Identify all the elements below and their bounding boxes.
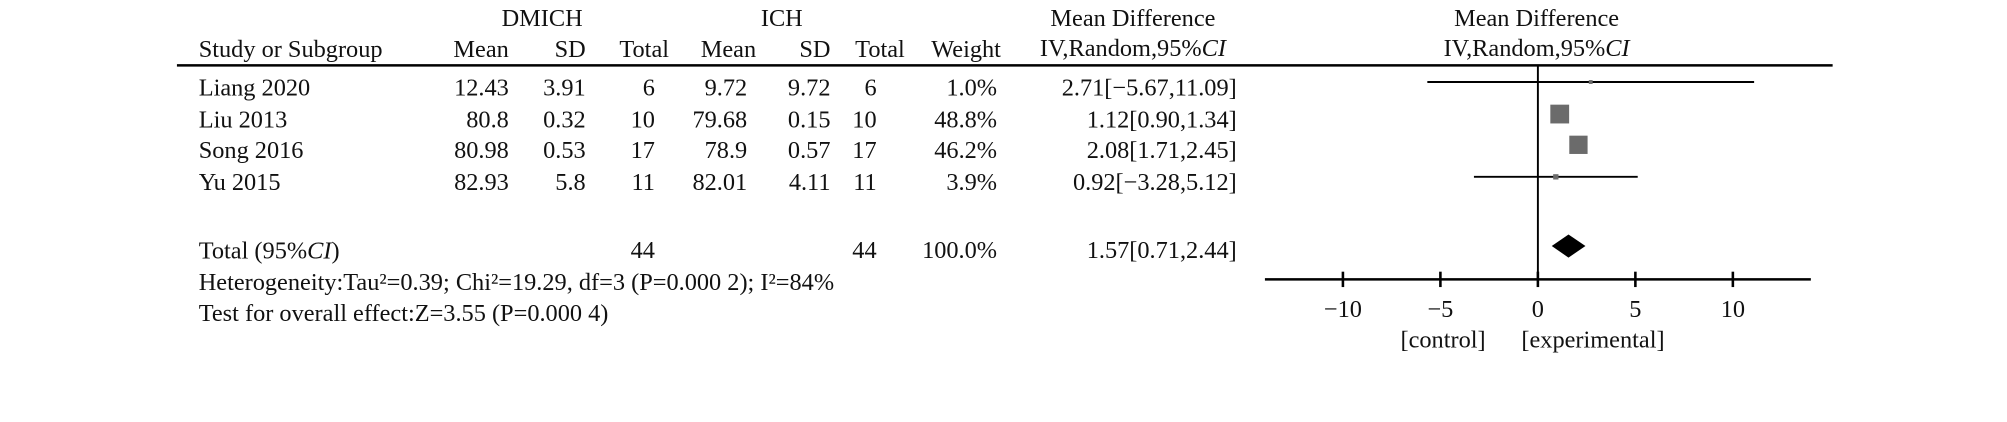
- x-label-right: [experimental]: [1521, 327, 1664, 354]
- study-name: Liu 2013: [199, 106, 288, 133]
- table-cell: 11: [631, 169, 654, 196]
- md-subheader-ci: CI: [1202, 35, 1228, 62]
- table-cell: 0.53: [543, 137, 586, 164]
- table-cell: 0.57: [788, 137, 831, 164]
- md-label: 2.71[−5.67,11.09]: [1062, 74, 1237, 101]
- total-n: 44: [852, 237, 876, 264]
- md-label: 1.12[0.90,1.34]: [1087, 106, 1237, 133]
- md-label: 0.92[−3.28,5.12]: [1073, 169, 1237, 196]
- table-cell: 78.9: [705, 137, 748, 164]
- table-cell: 80.98: [454, 137, 509, 164]
- subtitle-text: IV,Random,95%: [1444, 35, 1606, 62]
- table-cell: 79.68: [692, 106, 747, 133]
- column-header: SD: [799, 36, 830, 63]
- group-header: DMICH: [502, 5, 583, 32]
- heterogeneity: Heterogeneity:Tau²=0.39; Chi²=19.29, df=…: [199, 269, 834, 296]
- study-name: Yu 2015: [199, 169, 281, 196]
- md-header: Mean Difference: [1050, 5, 1215, 32]
- plot-subtitle: IV,Random,95%CI: [1444, 35, 1632, 62]
- md-label: 2.08[1.71,2.45]: [1087, 137, 1237, 164]
- subtitle-ci: CI: [1605, 35, 1631, 62]
- weight-header: Weight: [931, 36, 1001, 63]
- table-cell: 11: [853, 169, 876, 196]
- table-cell: 4.11: [789, 169, 831, 196]
- plot-title: Mean Difference: [1454, 5, 1619, 32]
- table-cell: 17: [852, 137, 876, 164]
- column-header: Total: [619, 36, 669, 63]
- x-tick-label: −5: [1427, 296, 1453, 323]
- table-cell: 5.8: [555, 169, 585, 196]
- table-cell: 82.93: [454, 169, 509, 196]
- table-cell: 10: [852, 106, 876, 133]
- column-header: SD: [555, 36, 586, 63]
- weight-label: 3.9%: [946, 169, 997, 196]
- effect-square: [1588, 80, 1593, 84]
- effect-square: [1550, 104, 1570, 124]
- x-label-left: [control]: [1400, 327, 1485, 354]
- table-cell: 3.91: [543, 74, 586, 101]
- table-cell: 9.72: [705, 74, 748, 101]
- table-cell: 6: [864, 74, 876, 101]
- weight-label: 48.8%: [934, 106, 997, 133]
- overall-effect: Test for overall effect:Z=3.55 (P=0.000 …: [199, 300, 609, 327]
- md-subheader: IV,Random,95%CI: [1040, 35, 1228, 62]
- weight-label: 46.2%: [934, 137, 997, 164]
- table-cell: 0.32: [543, 106, 586, 133]
- table-cell: 6: [643, 74, 655, 101]
- study-header: Study or Subgroup: [199, 36, 383, 63]
- total-md: 1.57[0.71,2.44]: [1087, 237, 1237, 264]
- column-header: Mean: [453, 36, 508, 63]
- x-tick-label: 5: [1629, 296, 1641, 323]
- total-label-text: Total (95%: [199, 237, 307, 264]
- table-cell: 82.01: [692, 169, 747, 196]
- x-tick-label: −10: [1324, 296, 1362, 323]
- weight-label: 1.0%: [946, 74, 997, 101]
- table-cell: 9.72: [788, 74, 831, 101]
- x-tick-label: 10: [1721, 296, 1745, 323]
- table-cell: 10: [631, 106, 655, 133]
- group-header: ICH: [761, 5, 803, 32]
- study-name: Song 2016: [199, 137, 304, 164]
- x-tick-label: 0: [1532, 296, 1544, 323]
- table-cell: 12.43: [454, 74, 509, 101]
- total-label-end: ): [331, 237, 339, 264]
- column-header: Mean: [701, 36, 756, 63]
- total-weight: 100.0%: [922, 237, 997, 264]
- total-diamond: [1551, 234, 1586, 258]
- column-header: Total: [855, 36, 905, 63]
- effect-square: [1553, 174, 1559, 180]
- total-n: 44: [631, 237, 655, 264]
- md-subheader-text: IV,Random,95%: [1040, 35, 1202, 62]
- table-cell: 80.8: [466, 106, 509, 133]
- effect-square: [1569, 135, 1588, 154]
- total-label-ci: CI: [307, 237, 333, 264]
- table-cell: 0.15: [788, 106, 831, 133]
- total-label: Total (95%CI): [199, 237, 340, 264]
- study-name: Liang 2020: [199, 74, 310, 101]
- table-cell: 17: [631, 137, 655, 164]
